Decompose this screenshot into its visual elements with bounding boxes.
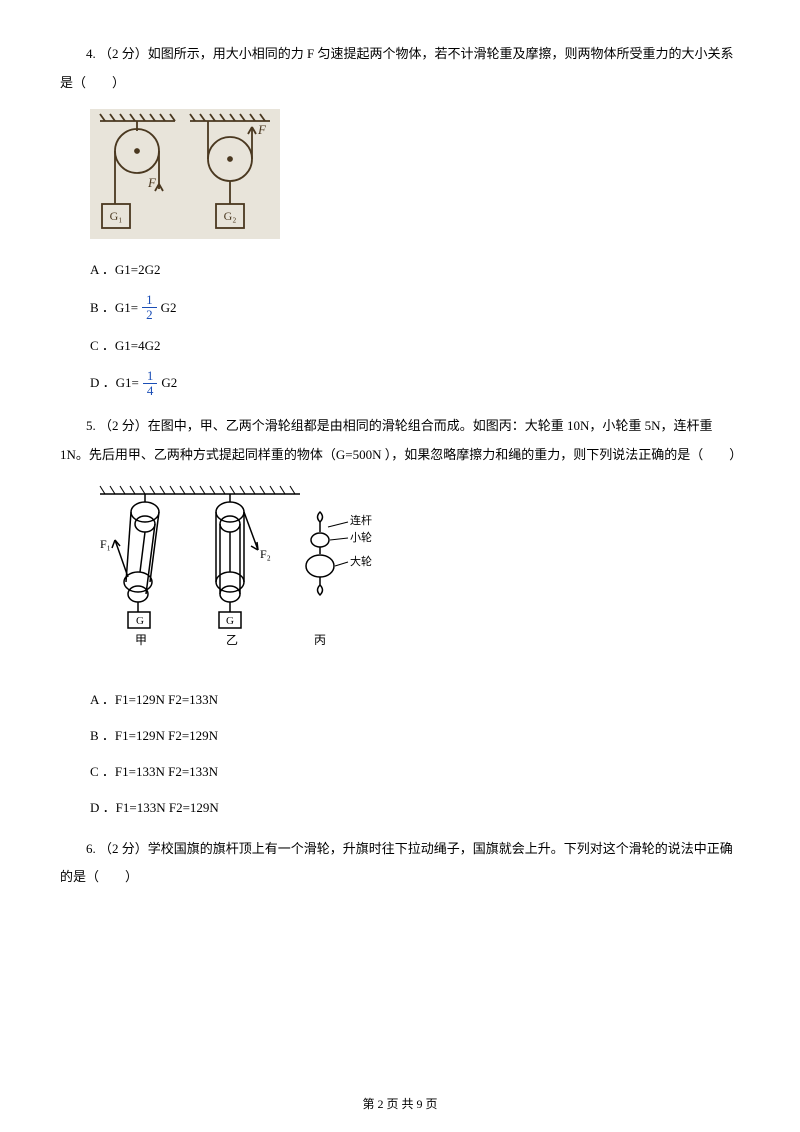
q5-option-a: A ．F1=129N F2=133N (90, 687, 740, 713)
svg-text:G: G (226, 615, 234, 627)
q5-option-c: C ．F1=133N F2=133N (90, 759, 740, 785)
q4-optD-frac: 1 4 (143, 369, 158, 399)
q4-optB-den: 2 (142, 308, 157, 322)
q5-figure: F₁ G 甲 F₂ G 乙 (90, 482, 740, 667)
q4-optD-suffix: G2 (161, 374, 177, 392)
svg-text:F: F (147, 175, 157, 190)
q4-optB-num: 1 (142, 293, 157, 308)
svg-text:F₁: F₁ (100, 537, 111, 551)
q4-option-c: C ．G1=4G2 (90, 333, 740, 359)
q6-stem: 6. （2 分）学校国旗的旗杆顶上有一个滑轮，升旗时往下拉动绳子，国旗就会上升。… (60, 835, 740, 892)
q4-option-a: A ．G1=2G2 (90, 257, 740, 283)
svg-text:连杆: 连杆 (350, 513, 372, 527)
q4-stem: 4. （2 分）如图所示，用大小相同的力 F 匀速提起两个物体，若不计滑轮重及摩… (60, 40, 740, 97)
q4-option-b: B ．G1= 1 2 G2 (90, 293, 740, 323)
svg-text:F₂: F₂ (260, 547, 271, 561)
svg-text:大轮: 大轮 (350, 554, 372, 568)
q5-stem: 5. （2 分）在图中，甲、乙两个滑轮组都是由相同的滑轮组合而成。如图丙：大轮重… (60, 412, 740, 469)
q4-optB-frac: 1 2 (142, 293, 157, 323)
q4-figure: G₁ F G₂ F (90, 109, 740, 239)
q4-optB-prefix: B ．G1= (90, 299, 138, 317)
page-footer: 第 2 页 共 9 页 (0, 1095, 800, 1112)
svg-text:小轮: 小轮 (350, 530, 372, 544)
svg-text:G₁: G₁ (110, 209, 123, 223)
svg-text:G: G (136, 615, 144, 627)
q4-optD-prefix: D ．G1= (90, 374, 139, 392)
q4-optD-num: 1 (143, 369, 158, 384)
svg-text:乙: 乙 (226, 633, 238, 647)
svg-text:丙: 丙 (314, 633, 326, 647)
q4-optB-suffix: G2 (161, 299, 177, 317)
svg-text:甲: 甲 (135, 633, 147, 647)
q4-optD-den: 4 (143, 384, 158, 398)
svg-text:G₂: G₂ (224, 209, 237, 223)
q5-option-b: B ．F1=129N F2=129N (90, 723, 740, 749)
q4-option-d: D ．G1= 1 4 G2 (90, 369, 740, 399)
svg-text:F: F (257, 122, 267, 137)
q5-option-d: D ．F1=133N F2=129N (90, 795, 740, 821)
